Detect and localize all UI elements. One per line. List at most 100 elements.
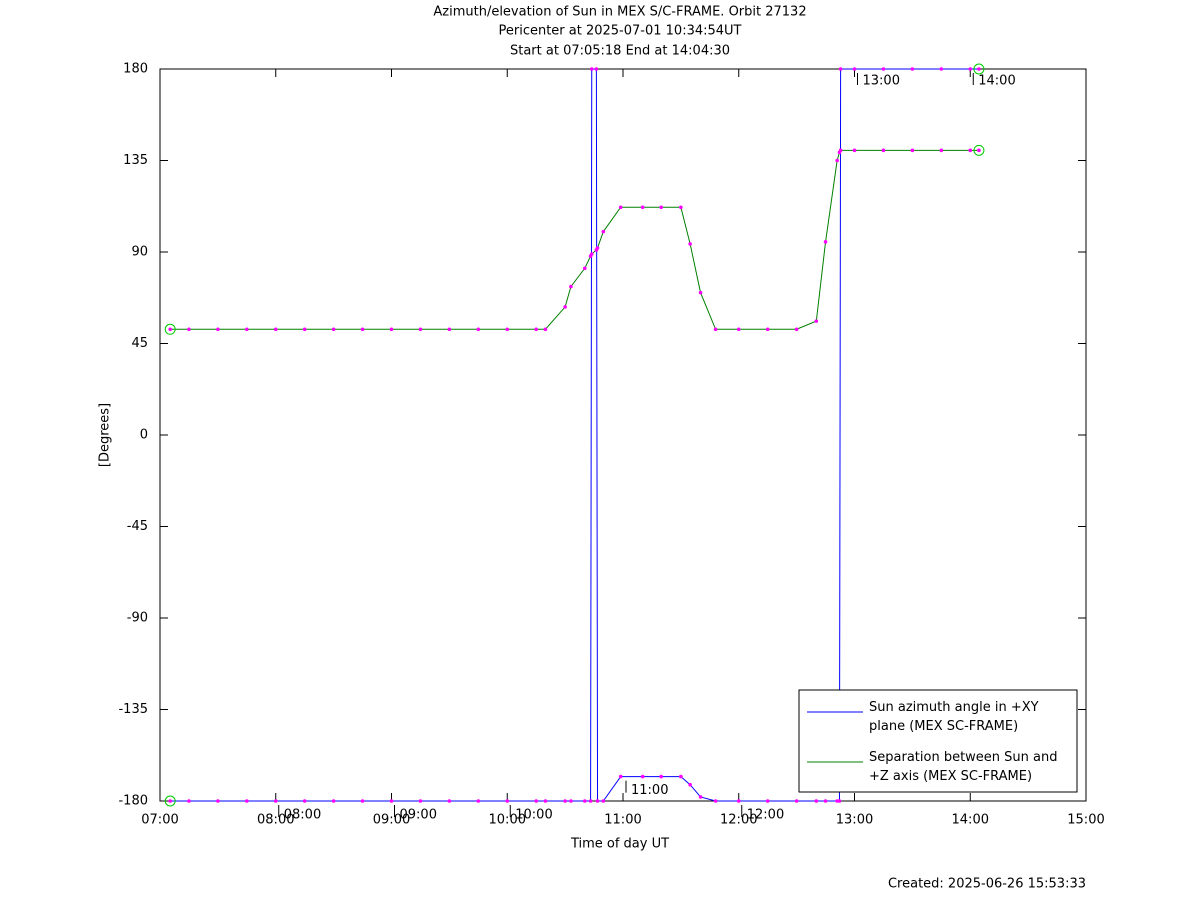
point (583, 266, 587, 271)
point (659, 774, 663, 779)
chart-subtitle: Start at 07:05:18 End at 14:04:30 (510, 44, 730, 59)
legend-label: Sun azimuth angle in +XY plane (MEX SC-F… (869, 700, 1039, 734)
point (569, 284, 573, 289)
y-axis-label: [Degrees] (98, 403, 113, 467)
legend-entry: Sun azimuth angle in +XY plane (MEX SC-F… (869, 700, 1039, 734)
y-tick-label: 180 (123, 62, 148, 77)
legend-label: Separation between Sun and +Z axis (MEX … (869, 750, 1058, 784)
annotation: 08:00 (284, 808, 321, 823)
point (589, 252, 594, 256)
point (736, 799, 741, 803)
y-tick-label: -135 (118, 702, 148, 717)
point (589, 67, 594, 71)
legend-box (798, 689, 1078, 793)
point (679, 774, 683, 779)
end-marker (164, 795, 176, 807)
point (563, 799, 567, 803)
point (245, 327, 249, 332)
point (640, 205, 645, 210)
y-tick-label: 90 (131, 245, 148, 260)
point (505, 799, 510, 803)
point (216, 799, 220, 803)
y-tick-label: -180 (118, 794, 148, 809)
point (838, 67, 843, 71)
chart-subtitle: Pericenter at 2025-07-01 10:34:54UT (498, 24, 741, 39)
point (273, 327, 278, 332)
point (910, 67, 915, 71)
point (765, 327, 770, 332)
annotation: 10:00 (515, 808, 552, 823)
point (331, 327, 336, 332)
chart-title: Azimuth/elevation of Sun in MEX S/C-FRAM… (433, 5, 806, 20)
point (583, 799, 587, 803)
point (302, 799, 307, 803)
point (794, 799, 799, 803)
point (505, 327, 510, 332)
point (618, 774, 623, 779)
y-tick-label: 45 (131, 336, 148, 351)
point (835, 158, 839, 163)
point (852, 148, 857, 153)
x-tick-label: 07:00 (141, 813, 178, 828)
point (476, 799, 481, 803)
series-line (170, 149, 979, 330)
point (736, 327, 741, 332)
point (187, 327, 191, 332)
point (823, 240, 828, 244)
annotation: 09:00 (400, 808, 437, 823)
point (594, 67, 599, 71)
y-tick-label: 0 (140, 428, 148, 443)
point (713, 327, 718, 332)
point (168, 327, 172, 332)
x-tick-label: 12:00 (720, 813, 757, 828)
point (595, 246, 600, 250)
annotation: 12:00 (747, 808, 784, 823)
point (389, 327, 394, 332)
point (852, 67, 857, 71)
x-tick-label: 08:00 (257, 813, 294, 828)
x-tick-label: 11:00 (604, 813, 641, 828)
point (187, 799, 191, 803)
point (698, 795, 703, 799)
y-tick-label: 135 (123, 153, 148, 168)
point (168, 799, 172, 803)
point (837, 799, 842, 803)
point (823, 799, 828, 803)
footer: Created: 2025-06-26 15:53:33 (888, 877, 1086, 892)
y-tick-label: -45 (127, 519, 148, 534)
end-marker (973, 144, 985, 156)
point (447, 327, 452, 332)
annotation: 13:00 (863, 74, 900, 89)
point (765, 799, 770, 803)
x-tick-label: 13:00 (836, 813, 873, 828)
point (968, 148, 973, 153)
annotation: 14:00 (978, 74, 1015, 89)
point (640, 774, 645, 779)
point (418, 327, 423, 332)
point (688, 242, 692, 246)
point (245, 799, 249, 803)
point (939, 148, 944, 153)
point (968, 67, 973, 71)
point (534, 327, 538, 332)
point (360, 799, 365, 803)
point (698, 290, 703, 295)
annotation: 11:00 (631, 783, 668, 798)
x-tick-label: 09:00 (373, 813, 410, 828)
point (601, 229, 606, 234)
point (447, 799, 452, 803)
point (302, 327, 307, 332)
x-tick-label: 14:00 (952, 813, 989, 828)
point (418, 799, 423, 803)
end-marker (164, 323, 176, 335)
point (569, 799, 573, 803)
point (881, 148, 886, 153)
point (543, 327, 548, 332)
point (679, 205, 683, 210)
y-tick-label: -90 (127, 611, 148, 626)
point (939, 67, 944, 71)
point (659, 205, 663, 210)
point (331, 799, 336, 803)
point (476, 327, 481, 332)
